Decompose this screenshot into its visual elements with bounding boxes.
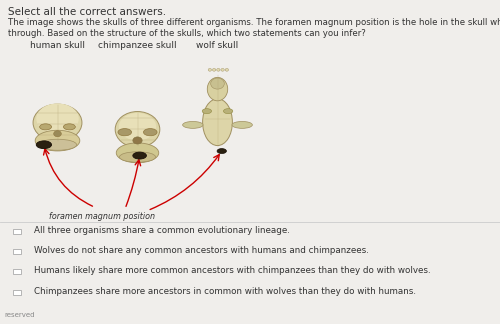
Text: human skull: human skull [30,41,85,50]
Ellipse shape [115,111,160,147]
Ellipse shape [217,149,226,154]
Ellipse shape [144,129,157,136]
Ellipse shape [36,103,79,134]
Ellipse shape [221,68,224,71]
Ellipse shape [182,122,203,128]
Ellipse shape [232,122,252,128]
Text: wolf skull: wolf skull [196,41,238,50]
Ellipse shape [64,124,76,130]
FancyBboxPatch shape [12,290,20,295]
Ellipse shape [116,143,159,163]
Ellipse shape [210,78,224,89]
FancyBboxPatch shape [12,249,20,254]
Text: chimpanzee skull: chimpanzee skull [98,41,177,50]
Ellipse shape [36,141,52,149]
Text: reserved: reserved [4,312,34,318]
Ellipse shape [120,152,156,162]
Text: foramen magnum position: foramen magnum position [50,212,156,221]
Ellipse shape [35,130,80,151]
Ellipse shape [40,124,52,130]
Ellipse shape [202,99,232,145]
Text: Select all the correct answers.: Select all the correct answers. [8,7,166,17]
Ellipse shape [38,139,76,150]
FancyBboxPatch shape [12,269,20,274]
Text: Wolves do not share any common ancestors with humans and chimpanzees.: Wolves do not share any common ancestors… [34,246,369,255]
Ellipse shape [225,68,228,71]
Ellipse shape [133,137,142,144]
Ellipse shape [216,68,220,71]
Text: through. Based on the structure of the skulls, which two statements can you infe: through. Based on the structure of the s… [8,29,365,38]
Text: Chimpanzees share more ancestors in common with wolves than they do with humans.: Chimpanzees share more ancestors in comm… [34,287,416,296]
Text: All three organisms share a common evolutionary lineage.: All three organisms share a common evolu… [34,226,290,235]
Text: The image shows the skulls of three different organisms. The foramen magnum posi: The image shows the skulls of three diff… [8,18,500,27]
Ellipse shape [54,131,62,137]
Ellipse shape [119,113,156,141]
Ellipse shape [133,152,146,159]
Text: Humans likely share more common ancestors with chimpanzees than they do with wol: Humans likely share more common ancestor… [34,266,430,275]
Ellipse shape [202,109,211,114]
FancyBboxPatch shape [12,229,20,234]
Ellipse shape [118,129,132,136]
Ellipse shape [224,109,233,114]
Ellipse shape [212,68,216,71]
Ellipse shape [208,77,228,101]
Ellipse shape [33,104,82,141]
Ellipse shape [208,68,212,71]
